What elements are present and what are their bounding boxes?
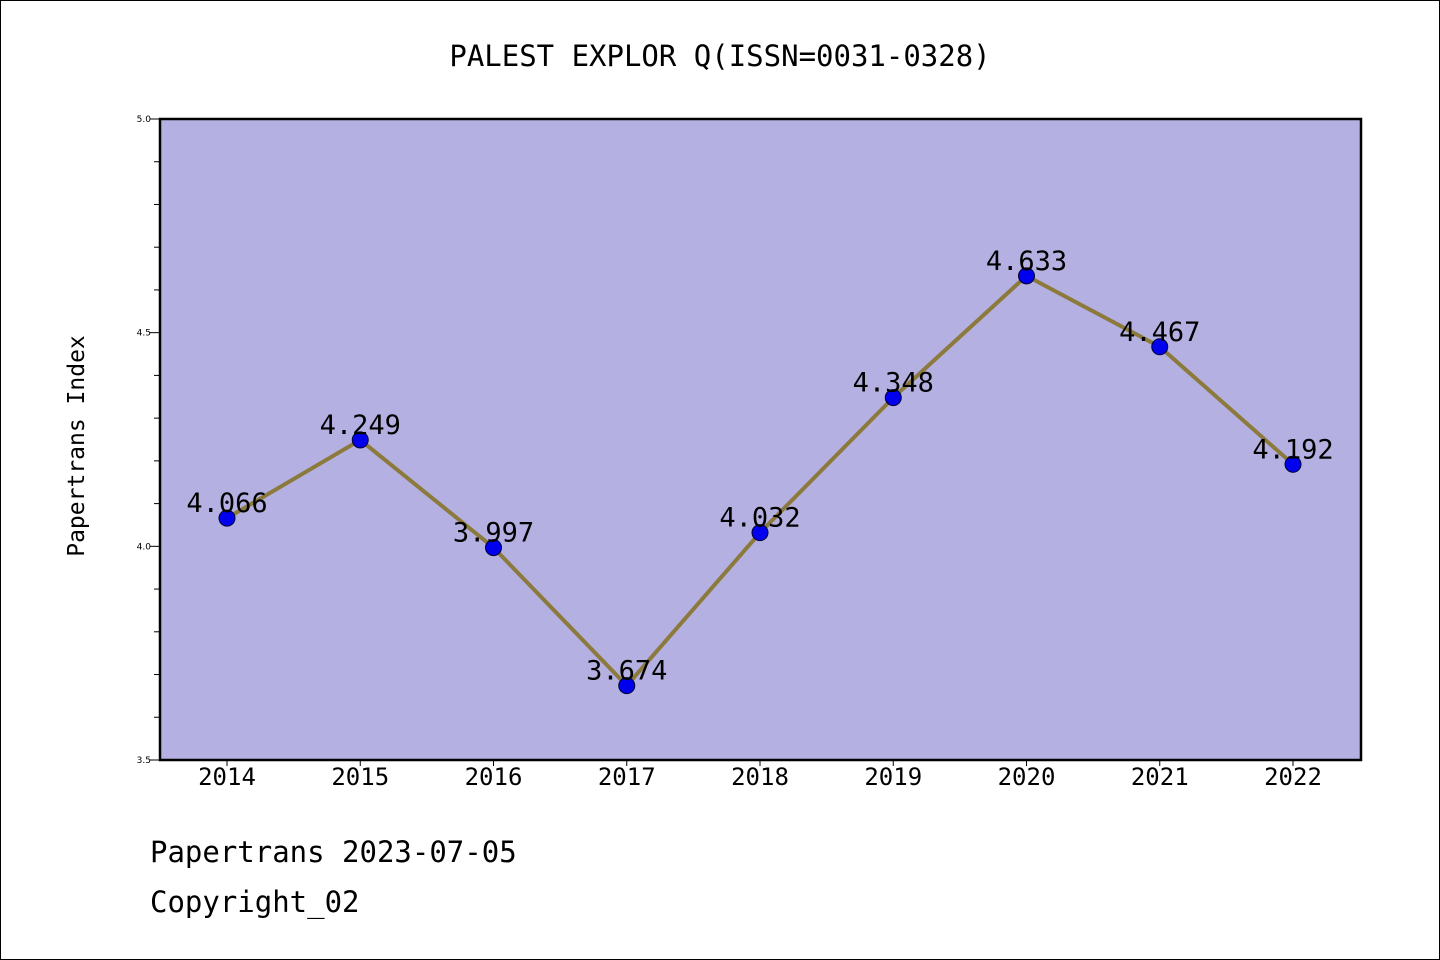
x-tick-label: 2021 [1131, 763, 1189, 791]
chart-title: PALEST EXPLOR Q(ISSN=0031-0328) [449, 39, 990, 73]
y-tick-label: 5.0 [137, 115, 152, 125]
data-label: 4.348 [853, 368, 934, 399]
x-tick-label: 2018 [731, 763, 789, 791]
x-tick-label: 2016 [465, 763, 523, 791]
data-point [1018, 267, 1035, 285]
data-point [618, 677, 636, 695]
data-point [218, 509, 236, 527]
x-tick-label: 2022 [1264, 763, 1322, 791]
data-point [1284, 455, 1302, 473]
data-point [1151, 338, 1169, 356]
x-tick-label: 2020 [998, 763, 1056, 791]
y-tick-label: 3.5 [137, 756, 151, 766]
data-label: 4.032 [719, 503, 800, 534]
data-label: 3.674 [586, 656, 667, 687]
data-label: 4.066 [186, 488, 267, 519]
data-point [884, 389, 902, 407]
data-point [751, 524, 769, 542]
data-label: 4.467 [1119, 317, 1200, 348]
data-label: 3.997 [453, 518, 534, 549]
x-tick-label: 2019 [864, 763, 922, 791]
footer-copyright: Copyright_02 [150, 885, 360, 919]
y-tick-label: 4.5 [137, 329, 151, 339]
x-tick-label: 2014 [198, 763, 256, 791]
data-point [351, 431, 369, 449]
data-label: 4.633 [986, 246, 1067, 277]
data-label: 4.249 [320, 410, 401, 441]
x-tick-label: 2017 [598, 763, 656, 791]
y-tick-label: 4.0 [137, 542, 152, 552]
footer-source: Papertrans 2023-07-05 [150, 835, 517, 869]
x-tick-label: 2015 [331, 763, 389, 791]
data-label: 4.192 [1252, 434, 1333, 465]
y-axis-label: Papertrans Index [64, 335, 90, 557]
data-point [485, 539, 502, 557]
